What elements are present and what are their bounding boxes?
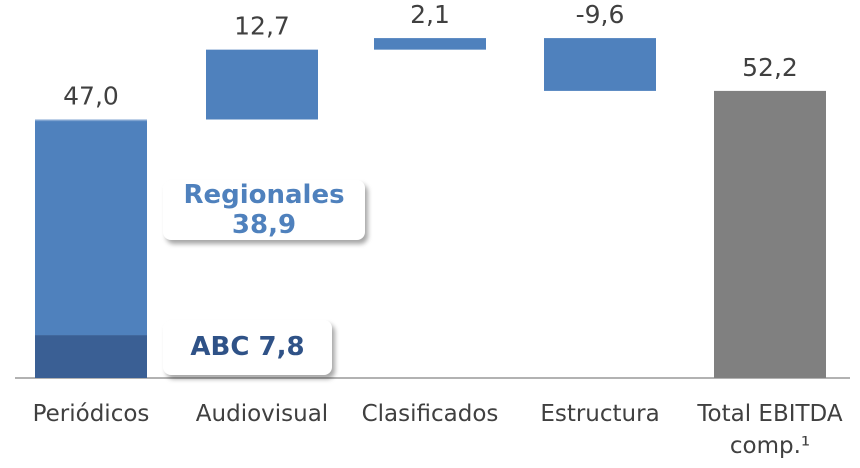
bar [206, 49, 318, 120]
segment-name: Regionales [183, 180, 345, 210]
segment-value: 7,8 [258, 332, 305, 362]
value-label: -9,6 [576, 0, 625, 29]
bar [714, 90, 826, 379]
segment-value: 38,9 [231, 210, 297, 240]
x-tick-label: Clasificados [361, 401, 499, 427]
value-label: 2,1 [410, 0, 450, 29]
value-label: 47,0 [63, 82, 119, 111]
x-tick-label: Periódicos [32, 401, 150, 427]
x-tick-label: Audiovisual [195, 401, 329, 427]
bar [374, 38, 486, 50]
segment [35, 335, 147, 378]
regionales-callout: Regionales 38,9 [163, 180, 365, 240]
abc-callout: ABC 7,8 [163, 320, 332, 375]
segment [35, 121, 147, 336]
bar [544, 38, 656, 91]
segment-name: ABC [190, 332, 250, 362]
value-label: 12,7 [234, 12, 290, 41]
x-tick-label: Estructura [540, 401, 660, 427]
x-tick-label: Total EBITDA comp.¹ [697, 401, 843, 459]
value-label: 52,2 [742, 53, 798, 82]
